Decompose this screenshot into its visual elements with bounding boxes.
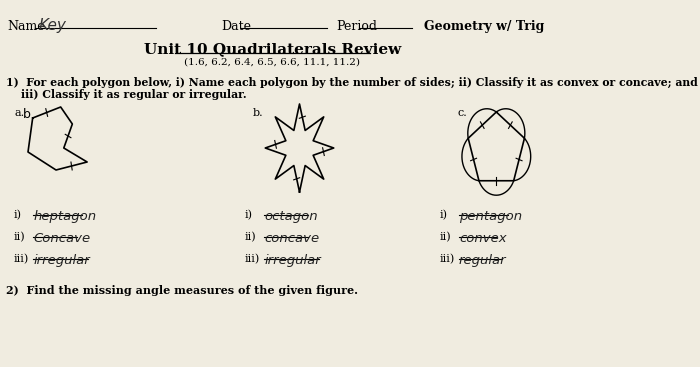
Text: ii): ii) xyxy=(245,232,257,242)
Text: ii): ii) xyxy=(440,232,452,242)
Text: irregular: irregular xyxy=(34,254,90,267)
Text: b.: b. xyxy=(253,108,263,118)
Text: iii): iii) xyxy=(440,254,455,264)
Text: Key: Key xyxy=(39,18,66,33)
Text: heptagon: heptagon xyxy=(34,210,97,223)
Text: i): i) xyxy=(14,210,22,220)
Text: ii): ii) xyxy=(14,232,26,242)
Text: b: b xyxy=(23,108,32,121)
Text: concave: concave xyxy=(265,232,320,245)
Text: c.: c. xyxy=(457,108,467,118)
Text: iii) Classify it as regular or irregular.: iii) Classify it as regular or irregular… xyxy=(6,89,247,100)
Text: 1)  For each polygon below, i) Name each polygon by the number of sides; ii) Cla: 1) For each polygon below, i) Name each … xyxy=(6,77,698,88)
Text: Unit 10 Quadrilaterals Review: Unit 10 Quadrilaterals Review xyxy=(144,42,401,56)
Text: i): i) xyxy=(245,210,253,220)
Text: Period: Period xyxy=(336,20,377,33)
Text: Name: Name xyxy=(8,20,46,33)
Text: Concave: Concave xyxy=(34,232,90,245)
Text: a.: a. xyxy=(14,108,24,118)
Text: iii): iii) xyxy=(245,254,260,264)
Text: Date: Date xyxy=(222,20,252,33)
Text: irregular: irregular xyxy=(265,254,321,267)
Text: pentagon: pentagon xyxy=(459,210,522,223)
Text: convex: convex xyxy=(459,232,507,245)
Text: Geometry w/ Trig: Geometry w/ Trig xyxy=(424,20,545,33)
Text: iii): iii) xyxy=(14,254,29,264)
Text: 2)  Find the missing angle measures of the given figure.: 2) Find the missing angle measures of th… xyxy=(6,285,358,296)
Text: octagon: octagon xyxy=(265,210,318,223)
Text: regular: regular xyxy=(459,254,507,267)
Text: (1.6, 6.2, 6.4, 6.5, 6.6, 11.1, 11.2): (1.6, 6.2, 6.4, 6.5, 6.6, 11.1, 11.2) xyxy=(184,58,360,67)
Text: i): i) xyxy=(440,210,447,220)
